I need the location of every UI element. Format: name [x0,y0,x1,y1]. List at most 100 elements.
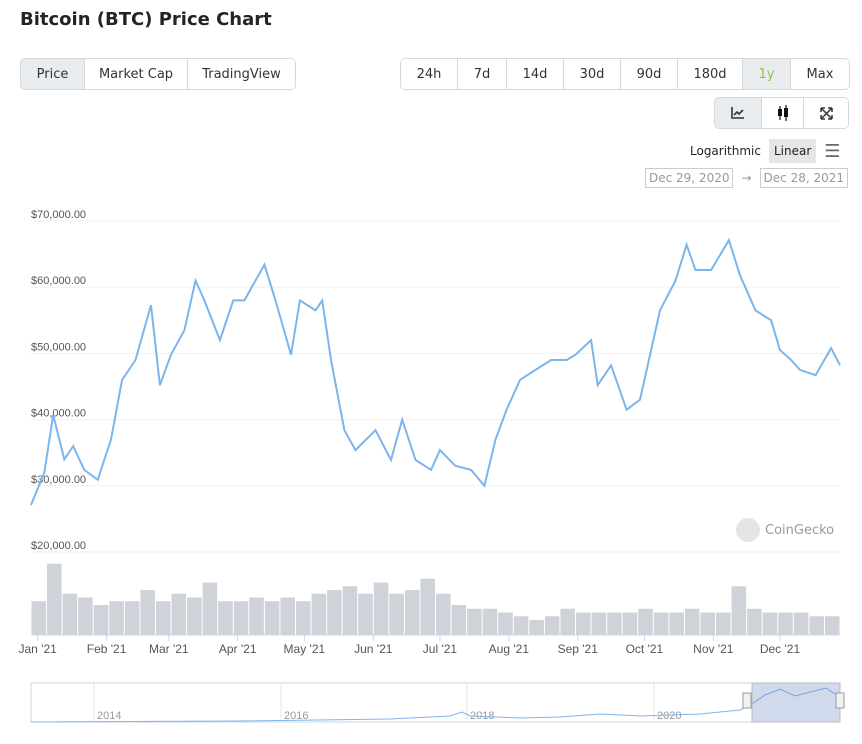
volume-bar [187,597,202,635]
volume-bar [824,616,840,635]
line-chart-button[interactable] [715,98,762,128]
tab-tradingview[interactable]: TradingView [188,59,295,89]
navigator-handle-left [742,692,752,709]
y-tick-label: $20,000.00 [31,540,86,552]
x-tick-label: Aug '21 [489,642,530,656]
coingecko-watermark: CoinGecko [736,518,834,542]
volume-bar [233,601,249,635]
range-90d[interactable]: 90d [621,59,678,89]
navigator-selection [751,682,841,723]
volume-bar [700,612,716,635]
volume-bar [264,601,280,635]
y-tick-label: $70,000.00 [31,209,86,221]
volume-bar [280,597,295,635]
x-tick-label: Dec '21 [760,642,801,656]
navigator-year-label: 2020 [657,710,681,722]
volume-bar [591,612,607,635]
navigator-handle-right [835,692,845,709]
range-selector: 24h 7d 14d 30d 90d 180d 1y Max [400,58,850,90]
volume-bar [202,582,218,635]
fullscreen-button[interactable] [804,98,848,128]
navigator-frame [30,682,841,723]
volume-bar [560,608,576,635]
volume-bar [171,593,187,635]
x-tick-label: Feb '21 [87,642,127,656]
volume-bar [62,593,78,635]
volume-bar [78,597,93,635]
chart-type-selector [714,97,849,129]
range-7d[interactable]: 7d [458,59,507,89]
x-tick-label: Mar '21 [149,642,189,656]
volume-bar [576,612,591,635]
range-14d[interactable]: 14d [507,59,564,89]
volume-bar [669,612,684,635]
volume-bar [109,601,124,635]
volume-bar [731,586,747,635]
x-tick-label: Sep '21 [558,642,599,656]
volume-bar [47,563,62,635]
coingecko-logo-icon [736,518,760,542]
x-tick-label: Jun '21 [354,642,393,656]
volume-bar [373,582,389,635]
volume-bar [747,608,762,635]
x-tick-label: Oct '21 [626,642,664,656]
range-24h[interactable]: 24h [401,59,458,89]
volume-bar [622,612,638,635]
date-to-input[interactable]: Dec 28, 2021 [759,168,849,188]
volume-bar [684,608,700,635]
volume-bar [436,593,451,635]
volume-bar [544,616,560,635]
date-arrow: → [741,171,752,185]
volume-bar [311,593,327,635]
volume-bar [295,601,311,635]
fullscreen-icon [819,106,833,120]
volume-bar [451,605,467,635]
volume-bar [498,612,513,635]
x-tick-label: Nov '21 [693,642,734,656]
navigator-year-label: 2014 [97,710,121,722]
date-range: Dec 29, 2020 → Dec 28, 2021 [645,168,849,188]
volume-bar [762,612,778,635]
tab-price[interactable]: Price [21,59,85,89]
volume-bar [529,620,544,635]
volume-bar [513,616,529,635]
volume-bar [31,601,47,635]
linear-button[interactable]: Linear [769,139,817,163]
volume-bar [809,616,824,635]
tab-market-cap[interactable]: Market Cap [85,59,188,89]
volume-bar [467,608,482,635]
range-180d[interactable]: 180d [678,59,743,89]
y-tick-label: $30,000.00 [31,474,86,486]
range-max[interactable]: Max [791,59,849,89]
x-tick-label: Jan '21 [19,642,58,656]
hamburger-menu-icon[interactable]: ☰ [824,140,841,162]
y-tick-label: $60,000.00 [31,275,86,287]
logarithmic-button[interactable]: Logarithmic [690,144,761,158]
candlestick-button[interactable] [762,98,804,128]
range-30d[interactable]: 30d [564,59,621,89]
y-tick-label: $40,000.00 [31,408,86,420]
volume-bar [420,578,435,635]
volume-bar [404,590,420,635]
volume-bar [653,612,669,635]
volume-bar [249,597,264,635]
page-title: Bitcoin (BTC) Price Chart [20,9,272,30]
volume-bar [140,590,155,635]
candlestick-icon [777,105,788,121]
volume-bar [638,608,653,635]
volume-bar [778,612,793,635]
price-line [30,237,841,506]
range-1y[interactable]: 1y [743,59,791,89]
date-from-input[interactable]: Dec 29, 2020 [645,168,734,188]
watermark-text: CoinGecko [765,522,835,538]
volume-bar [607,612,622,635]
x-tick-label: Apr '21 [219,642,257,656]
volume-bar [389,593,404,635]
volume-bar [793,612,809,635]
y-tick-label: $50,000.00 [31,341,86,353]
volume-bar [358,593,373,635]
volume-bar [327,590,342,635]
line-chart-icon [731,107,744,119]
volume-bar [342,586,358,635]
